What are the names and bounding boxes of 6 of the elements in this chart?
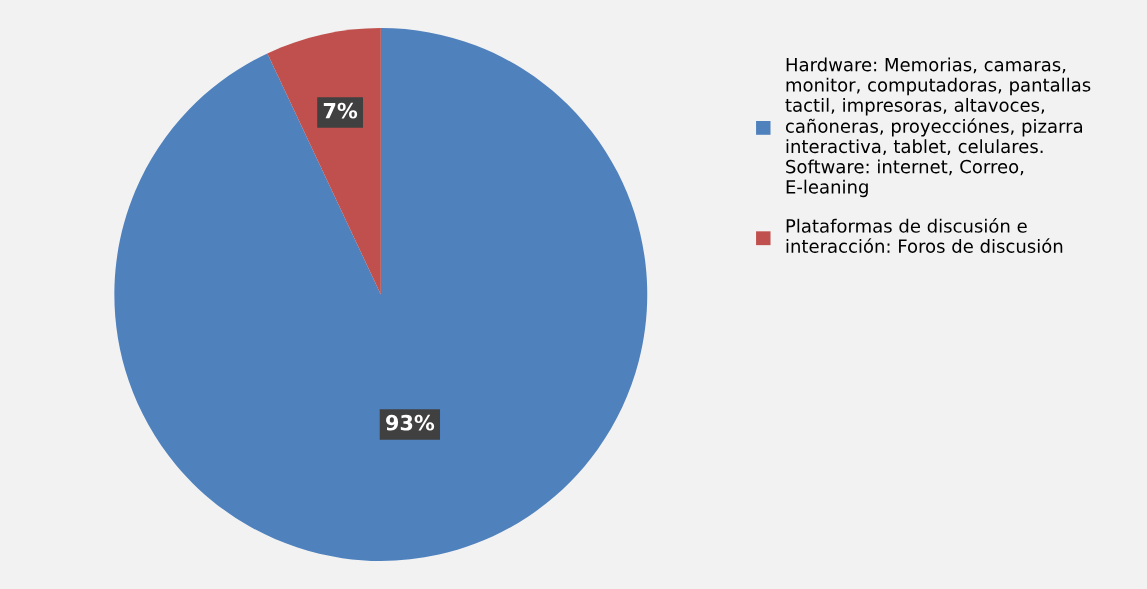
legend-label: Hardware: Memorias, camaras, monitor, computadoras, pantallas tactil, impresoras, altavoces, cañoneras, proyecciónes, pizarra interactiva, tablet, celulares. Software: internet, Correo, E-leaning: [785, 57, 1091, 198]
legend-label: Plataformas de discusión e interacción: Foros de discusión: [786, 218, 1063, 253]
pie-slice: [267, 28, 381, 295]
data-label: 93%: [386, 414, 435, 431]
pie-slice: [114, 28, 648, 561]
data-label: 7%: [323, 102, 358, 119]
